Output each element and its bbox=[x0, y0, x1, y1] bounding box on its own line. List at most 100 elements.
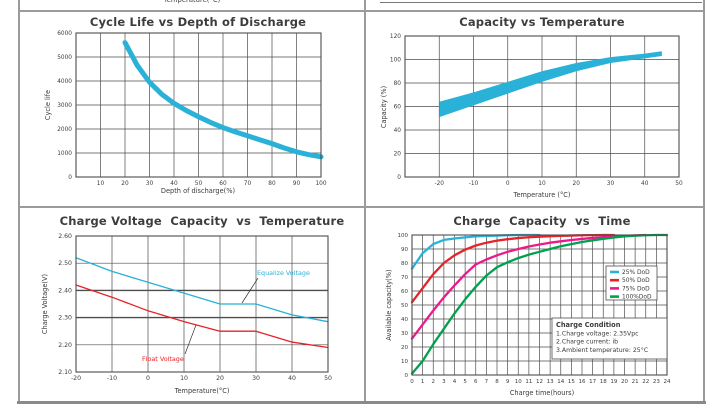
chart-title-capacity-temp: Capacity vs Temperature bbox=[459, 15, 625, 29]
svg-text:24: 24 bbox=[664, 379, 671, 385]
svg-text:60: 60 bbox=[401, 289, 408, 295]
svg-text:-20: -20 bbox=[435, 181, 445, 187]
svg-text:Equalize Voltage: Equalize Voltage bbox=[257, 269, 310, 277]
svg-text:100%DoD: 100%DoD bbox=[622, 295, 652, 301]
svg-text:20: 20 bbox=[401, 345, 408, 351]
svg-text:19: 19 bbox=[610, 379, 617, 385]
svg-text:0: 0 bbox=[146, 375, 150, 382]
svg-text:4000: 4000 bbox=[57, 79, 72, 85]
svg-text:22: 22 bbox=[642, 379, 649, 385]
svg-text:0: 0 bbox=[405, 373, 409, 379]
svg-text:60: 60 bbox=[219, 181, 227, 187]
svg-text:Temperature (°C): Temperature (°C) bbox=[513, 191, 571, 199]
svg-text:6000: 6000 bbox=[57, 31, 72, 37]
svg-text:10: 10 bbox=[180, 375, 188, 382]
svg-text:75% DoD: 75% DoD bbox=[622, 286, 650, 292]
svg-text:80: 80 bbox=[401, 261, 408, 267]
svg-text:25% DoD: 25% DoD bbox=[622, 270, 650, 276]
svg-text:Available capacity(%): Available capacity(%) bbox=[385, 269, 393, 340]
svg-text:70: 70 bbox=[244, 181, 252, 187]
svg-text:3.Ambient temperature: 25°C: 3.Ambient temperature: 25°C bbox=[556, 346, 648, 354]
cell-capacity-vs-temperature: Capacity vs Temperature -20 -10 0 10 20 30 40 5… bbox=[366, 12, 704, 206]
svg-text:14: 14 bbox=[557, 379, 564, 385]
cell-charge-voltage-vs-temperature: Charge Voltage Capacity vs Temperature -… bbox=[20, 208, 364, 401]
svg-text:60: 60 bbox=[394, 105, 402, 111]
svg-text:2: 2 bbox=[432, 379, 436, 385]
svg-text:90: 90 bbox=[293, 181, 301, 187]
charge-capacity-vs-time-chart: 0 1 2 3 4 5 6 7 8 9 10 11 12 13 14 15 16 17 18 19 20 21 22 23 24… bbox=[385, 233, 671, 397]
table-divider-horizontal bbox=[18, 206, 705, 208]
svg-text:50: 50 bbox=[324, 375, 332, 382]
svg-text:13: 13 bbox=[547, 379, 554, 385]
svg-text:100: 100 bbox=[398, 233, 409, 239]
previous-chart-xlabel-clipped: Temperature(°C) bbox=[163, 0, 221, 4]
chart-title-charge-voltage: Charge Voltage Capacity vs Temperature bbox=[59, 214, 345, 228]
table-border-top bbox=[18, 10, 705, 12]
svg-text:4: 4 bbox=[453, 379, 457, 385]
svg-text:40: 40 bbox=[394, 128, 402, 134]
previous-chart-bottom-line bbox=[380, 2, 702, 3]
svg-text:80: 80 bbox=[268, 181, 276, 187]
svg-text:30: 30 bbox=[401, 331, 408, 337]
svg-text:50% DoD: 50% DoD bbox=[622, 278, 650, 284]
svg-text:2.10: 2.10 bbox=[58, 369, 72, 376]
cell-charge-capacity-vs-time: Charge Capacity vs Time 0 1 2 3 4 5 6 7 8 9 10 11 12… bbox=[366, 208, 704, 401]
chart-title-charge-capacity: Charge Capacity vs Time bbox=[453, 214, 631, 228]
svg-text:10: 10 bbox=[538, 181, 546, 187]
svg-text:20: 20 bbox=[621, 379, 628, 385]
svg-text:Capacity (%): Capacity (%) bbox=[380, 86, 388, 128]
svg-text:7: 7 bbox=[485, 379, 489, 385]
svg-text:100: 100 bbox=[390, 58, 401, 64]
svg-text:15: 15 bbox=[568, 379, 575, 385]
svg-text:-20: -20 bbox=[71, 375, 81, 382]
chart-title-cycle-life: Cycle Life vs Depth of Discharge bbox=[89, 15, 307, 29]
svg-text:6: 6 bbox=[474, 379, 478, 385]
svg-text:50: 50 bbox=[195, 181, 203, 187]
svg-text:21: 21 bbox=[632, 379, 639, 385]
svg-text:8: 8 bbox=[495, 379, 499, 385]
svg-text:10: 10 bbox=[515, 379, 522, 385]
svg-text:12: 12 bbox=[536, 379, 543, 385]
svg-text:-10: -10 bbox=[107, 375, 117, 382]
svg-text:17: 17 bbox=[589, 379, 596, 385]
svg-text:120: 120 bbox=[390, 34, 401, 40]
svg-text:3: 3 bbox=[442, 379, 446, 385]
table-divider-vertical bbox=[364, 0, 366, 402]
charge-voltage-vs-temperature-chart: -20 -10 0 10 20 30 40 50 2.10 2.20 2.30 2.40 2.50 2.6… bbox=[41, 233, 332, 395]
svg-text:30: 30 bbox=[252, 375, 260, 382]
svg-text:Charge Condition: Charge Condition bbox=[556, 321, 621, 329]
svg-text:70: 70 bbox=[401, 275, 408, 281]
svg-text:2.20: 2.20 bbox=[58, 342, 72, 349]
cycle-life-vs-dod-chart: 10 20 30 40 50 60 70 80 90 1000100020003000400050… bbox=[44, 31, 327, 195]
svg-text:50: 50 bbox=[401, 303, 408, 309]
svg-text:2.40: 2.40 bbox=[58, 287, 72, 294]
svg-text:1.Charge voltage: 2.35Vpc: 1.Charge voltage: 2.35Vpc bbox=[556, 331, 639, 338]
table-border-bottom bbox=[17, 401, 706, 404]
svg-text:20: 20 bbox=[573, 181, 581, 187]
cell-cycle-life-vs-dod: Cycle Life vs Depth of Discharge 10 20 30 4… bbox=[20, 12, 364, 206]
svg-text:10: 10 bbox=[97, 181, 105, 187]
svg-text:Depth of discharge(%): Depth of discharge(%) bbox=[161, 187, 235, 195]
svg-text:Float Voltage: Float Voltage bbox=[142, 355, 184, 363]
svg-text:3000: 3000 bbox=[57, 103, 72, 109]
svg-text:9: 9 bbox=[506, 379, 510, 385]
svg-text:Charge time(hours): Charge time(hours) bbox=[510, 389, 574, 397]
svg-text:23: 23 bbox=[653, 379, 660, 385]
svg-text:-10: -10 bbox=[469, 181, 479, 187]
svg-text:11: 11 bbox=[525, 379, 532, 385]
svg-text:30: 30 bbox=[607, 181, 615, 187]
svg-text:1000: 1000 bbox=[57, 151, 72, 157]
svg-text:100: 100 bbox=[315, 181, 326, 187]
svg-text:5000: 5000 bbox=[57, 55, 72, 61]
svg-text:0: 0 bbox=[397, 175, 401, 181]
svg-text:0: 0 bbox=[68, 175, 72, 181]
svg-text:0: 0 bbox=[410, 379, 414, 385]
svg-text:30: 30 bbox=[146, 181, 154, 187]
svg-text:2.60: 2.60 bbox=[58, 233, 72, 240]
svg-text:80: 80 bbox=[394, 81, 402, 87]
svg-text:16: 16 bbox=[579, 379, 586, 385]
svg-text:2.Charge current: ib: 2.Charge current: ib bbox=[556, 339, 618, 346]
svg-text:Charge Voltage(V): Charge Voltage(V) bbox=[41, 274, 49, 334]
svg-text:20: 20 bbox=[394, 152, 402, 158]
